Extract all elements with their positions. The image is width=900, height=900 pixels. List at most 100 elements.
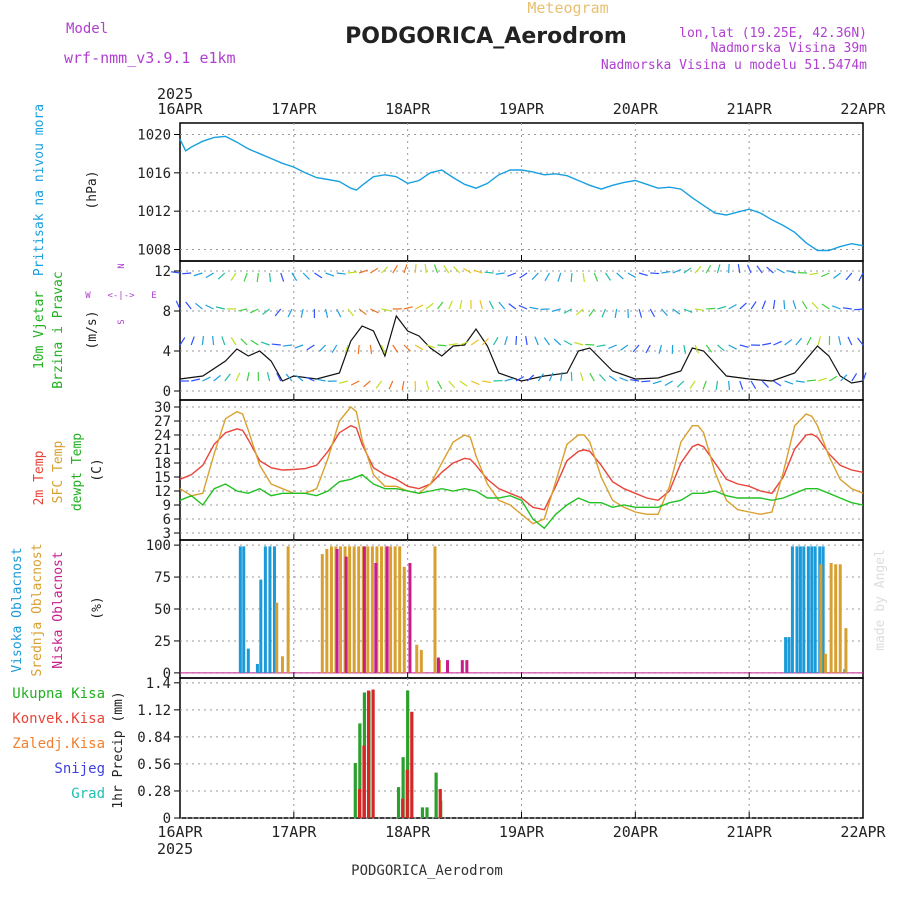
precip-ylabel: 1hr Precip (mm) [111,691,126,808]
wind-arrow [318,344,326,352]
wind-arrow [598,373,606,382]
wind-series-0 [179,314,864,384]
wind-arrow [507,272,517,277]
wind-arrow [403,344,411,352]
pressure-title: Pritisak na nivou mora [32,104,47,276]
wind-arrow [282,344,293,347]
wind-labels: 10m Vjetar Brzina i Pravac (m/s) N W E S… [32,263,157,388]
wind-arrow [702,380,707,390]
wind-arrow [515,376,525,382]
wind-arrow [806,336,812,346]
wind-arrow [728,344,737,350]
model-elevation-label: Nadmorska Visina u modelu 51.5474m [601,58,867,73]
wind-ytick-label: 12 [154,264,171,280]
precip-ytick-label: 0 [163,811,171,827]
wind-arrow [840,374,848,382]
cloud-bar [787,637,791,673]
wind-arrow [620,344,629,351]
year-bottom: 2025 [157,840,193,858]
wind-arrow [403,264,408,274]
wind-arrow [683,267,692,274]
wind-arrow [851,373,858,382]
wind-arrow [437,344,447,347]
x-tick-top-21apr: 21APR [727,100,773,118]
wind-arrow [314,272,323,279]
temp2m-label: 2m Temp [32,450,47,505]
wind-arrow [579,372,584,382]
wind-arrow [795,337,803,346]
compass-arrows: <-|-> [107,291,135,301]
cloud-bar [280,656,284,673]
wind-arrow [746,264,752,274]
station-title: PODGORICA_Aerodrom [345,24,627,49]
cloud-bar [838,564,842,673]
temperature-ytick-label: 24 [154,428,171,444]
wind-arrow [756,265,763,274]
wind-arrow [801,300,808,310]
wind-arrow [246,372,250,382]
pressure-frame [179,122,864,262]
pressure-ylabel: (hPa) [85,170,100,209]
wind-arrow [737,264,741,274]
precip-bar [401,757,405,818]
wind-arrow [291,272,298,281]
x-tick-bottom-21apr: 21APR [727,823,773,841]
wind-arrow [728,304,737,310]
cloud-ytick-label: 100 [146,538,171,554]
wind-arrow [336,272,346,275]
wind-arrow [821,303,830,310]
wind-arrow [481,337,489,346]
wind-arrow [350,380,360,386]
cloud-bar [446,660,450,673]
wind-arrow [274,308,282,317]
wind-arrow [672,308,681,315]
cloud-bar [790,546,794,673]
wind-arrow [403,306,413,310]
wind-arrow [761,300,767,310]
wind-arrow [588,308,595,317]
cloud-bar [813,546,817,673]
wind-arrows [171,263,867,391]
wind-arrow [448,300,453,310]
temp-ylabel: (C) [90,458,105,481]
meteogram-label: Meteogram [527,0,608,17]
elevation-label: Nadmorska Visina 39m [710,41,867,56]
legend-total: Ukupna Kisa [12,686,105,702]
wind-arrow [616,272,624,280]
cloud-bar [402,566,406,673]
wind-arrow [437,301,444,310]
wind-arrow [784,380,794,385]
wind-arrow [845,272,853,281]
wind-arrow [766,266,774,274]
cloud-ytick-label: 0 [163,666,171,682]
wind-arrow [285,373,293,382]
compass-west: W [85,291,91,301]
cloud-bar [259,579,263,673]
wind-arrow [436,380,443,390]
cloud-bar [374,563,378,673]
cloud-bar [335,548,339,673]
lonlat-label: lon,lat (19.25E, 42.36N) [679,26,867,41]
wind-arrow [705,264,712,274]
wind-arrow [268,272,272,283]
high-cloud-label: Visoka Oblacnost [10,547,25,672]
wind-arrow [492,336,499,346]
wind-arrow [784,339,793,346]
precip-ytick-label: 1.12 [137,703,171,719]
wind-arrow [589,372,595,382]
wind-arrow [773,340,782,346]
wind-arrow [443,265,450,274]
cloud-bar [819,564,823,673]
cloud-bar [348,546,352,673]
wind-arrow [463,267,472,274]
wind-arrow [833,272,841,279]
x-tick-top-20apr: 20APR [613,100,659,118]
x-tick-top-18apr: 18APR [385,100,431,118]
wind-arrow [601,308,607,318]
precip-bar [410,711,414,818]
wind-ytick-label: 4 [163,344,171,360]
wind-title: 10m Vjetar [32,291,47,369]
temperature-ytick-label: 30 [154,400,171,416]
wind-arrow [425,380,430,390]
wind-arrow [195,302,203,310]
